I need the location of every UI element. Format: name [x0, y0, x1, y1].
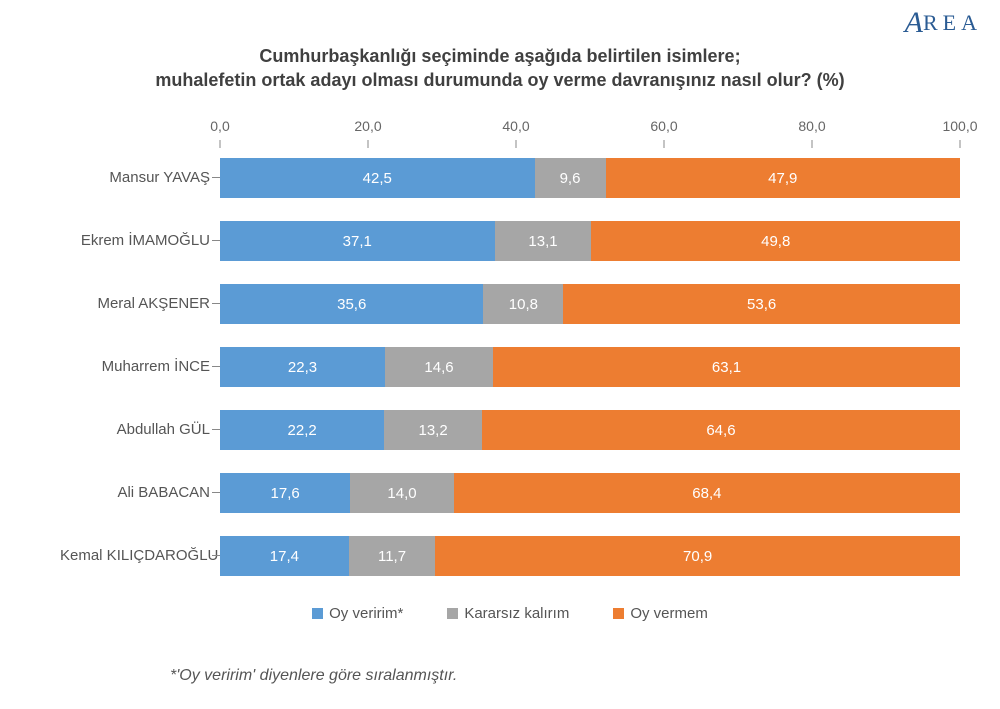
plot-area: 0,020,040,060,080,0100,0 Mansur YAVAŞ42,…: [60, 118, 960, 596]
stacked-bar: 17,614,068,4: [220, 473, 960, 513]
bar-row: Meral AKŞENER35,610,853,6: [60, 284, 960, 324]
legend-swatch: [447, 608, 458, 619]
stacked-bar: 17,411,770,9: [220, 536, 960, 576]
stacked-bar: 35,610,853,6: [220, 284, 960, 324]
bar-segment: 22,3: [220, 347, 385, 387]
footnote: *'Oy veririm' diyenlere göre sıralanmışt…: [170, 667, 457, 685]
bar-segment: 13,1: [495, 221, 592, 261]
category-tick: [212, 555, 220, 556]
title-line-2: muhalefetin ortak adayı olması durumunda…: [155, 70, 844, 90]
category-tick: [212, 303, 220, 304]
x-tick-mark: [220, 140, 221, 148]
legend-item: Oy veririm*: [312, 605, 403, 622]
category-tick: [212, 366, 220, 367]
stacked-bar: 42,59,647,9: [220, 158, 960, 198]
x-tick-mark: [960, 140, 961, 148]
legend-label: Oy veririm*: [329, 605, 403, 622]
stacked-bar: 37,113,149,8: [220, 221, 960, 261]
legend: Oy veririm* Kararsız kalırım Oy vermem: [60, 605, 960, 622]
bar-segment: 10,8: [483, 284, 563, 324]
category-label: Abdullah GÜL: [60, 410, 210, 450]
legend-item: Kararsız kalırım: [447, 605, 569, 622]
x-tick-mark: [664, 140, 665, 148]
category-label: Meral AKŞENER: [60, 284, 210, 324]
bar-segment: 47,9: [606, 158, 960, 198]
legend-label: Kararsız kalırım: [464, 605, 569, 622]
bar-segment: 53,6: [563, 284, 960, 324]
x-axis: 0,020,040,060,080,0100,0: [220, 118, 960, 148]
bar-segment: 68,4: [454, 473, 960, 513]
bar-segment: 14,6: [385, 347, 493, 387]
x-tick-label: 100,0: [942, 118, 977, 134]
legend-swatch: [613, 608, 624, 619]
x-tick-mark: [516, 140, 517, 148]
category-tick: [212, 240, 220, 241]
logo-text: REA: [923, 10, 982, 35]
bar-row: Kemal KILIÇDAROĞLU17,411,770,9: [60, 536, 960, 576]
bar-segment: 49,8: [591, 221, 960, 261]
category-tick: [212, 177, 220, 178]
x-tick-label: 40,0: [502, 118, 529, 134]
legend-swatch: [312, 608, 323, 619]
bar-row: Abdullah GÜL22,213,264,6: [60, 410, 960, 450]
category-label: Ekrem İMAMOĞLU: [60, 221, 210, 261]
chart: 0,020,040,060,080,0100,0 Mansur YAVAŞ42,…: [60, 118, 960, 596]
logo-letter: A: [905, 6, 923, 39]
bar-segment: 14,0: [350, 473, 454, 513]
bar-segment: 17,6: [220, 473, 350, 513]
bar-row: Muharrem İNCE22,314,663,1: [60, 347, 960, 387]
bar-segment: 37,1: [220, 221, 495, 261]
bar-segment: 63,1: [493, 347, 960, 387]
bar-row: Mansur YAVAŞ42,59,647,9: [60, 158, 960, 198]
legend-label: Oy vermem: [630, 605, 708, 622]
bar-segment: 9,6: [535, 158, 606, 198]
legend-item: Oy vermem: [613, 605, 708, 622]
stacked-bar: 22,213,264,6: [220, 410, 960, 450]
stacked-bar: 22,314,663,1: [220, 347, 960, 387]
category-tick: [212, 492, 220, 493]
bar-row: Ali BABACAN17,614,068,4: [60, 473, 960, 513]
bar-segment: 22,2: [220, 410, 384, 450]
category-label: Ali BABACAN: [60, 473, 210, 513]
bar-segment: 42,5: [220, 158, 535, 198]
bar-segment: 17,4: [220, 536, 349, 576]
bar-segment: 13,2: [384, 410, 482, 450]
category-label: Kemal KILIÇDAROĞLU: [60, 536, 210, 576]
x-tick-mark: [368, 140, 369, 148]
title-line-1: Cumhurbaşkanlığı seçiminde aşağıda belir…: [259, 46, 740, 66]
category-tick: [212, 429, 220, 430]
x-tick-label: 20,0: [354, 118, 381, 134]
category-label: Mansur YAVAŞ: [60, 158, 210, 198]
category-label: Muharrem İNCE: [60, 347, 210, 387]
bar-segment: 64,6: [482, 410, 960, 450]
x-tick-label: 60,0: [650, 118, 677, 134]
bar-row: Ekrem İMAMOĞLU37,113,149,8: [60, 221, 960, 261]
bar-segment: 35,6: [220, 284, 483, 324]
bar-segment: 11,7: [349, 536, 436, 576]
x-tick-label: 0,0: [210, 118, 229, 134]
chart-title: Cumhurbaşkanlığı seçiminde aşağıda belir…: [0, 44, 1000, 93]
x-tick-label: 80,0: [798, 118, 825, 134]
bar-segment: 70,9: [435, 536, 960, 576]
brand-logo: AREA: [905, 6, 982, 40]
x-tick-mark: [812, 140, 813, 148]
